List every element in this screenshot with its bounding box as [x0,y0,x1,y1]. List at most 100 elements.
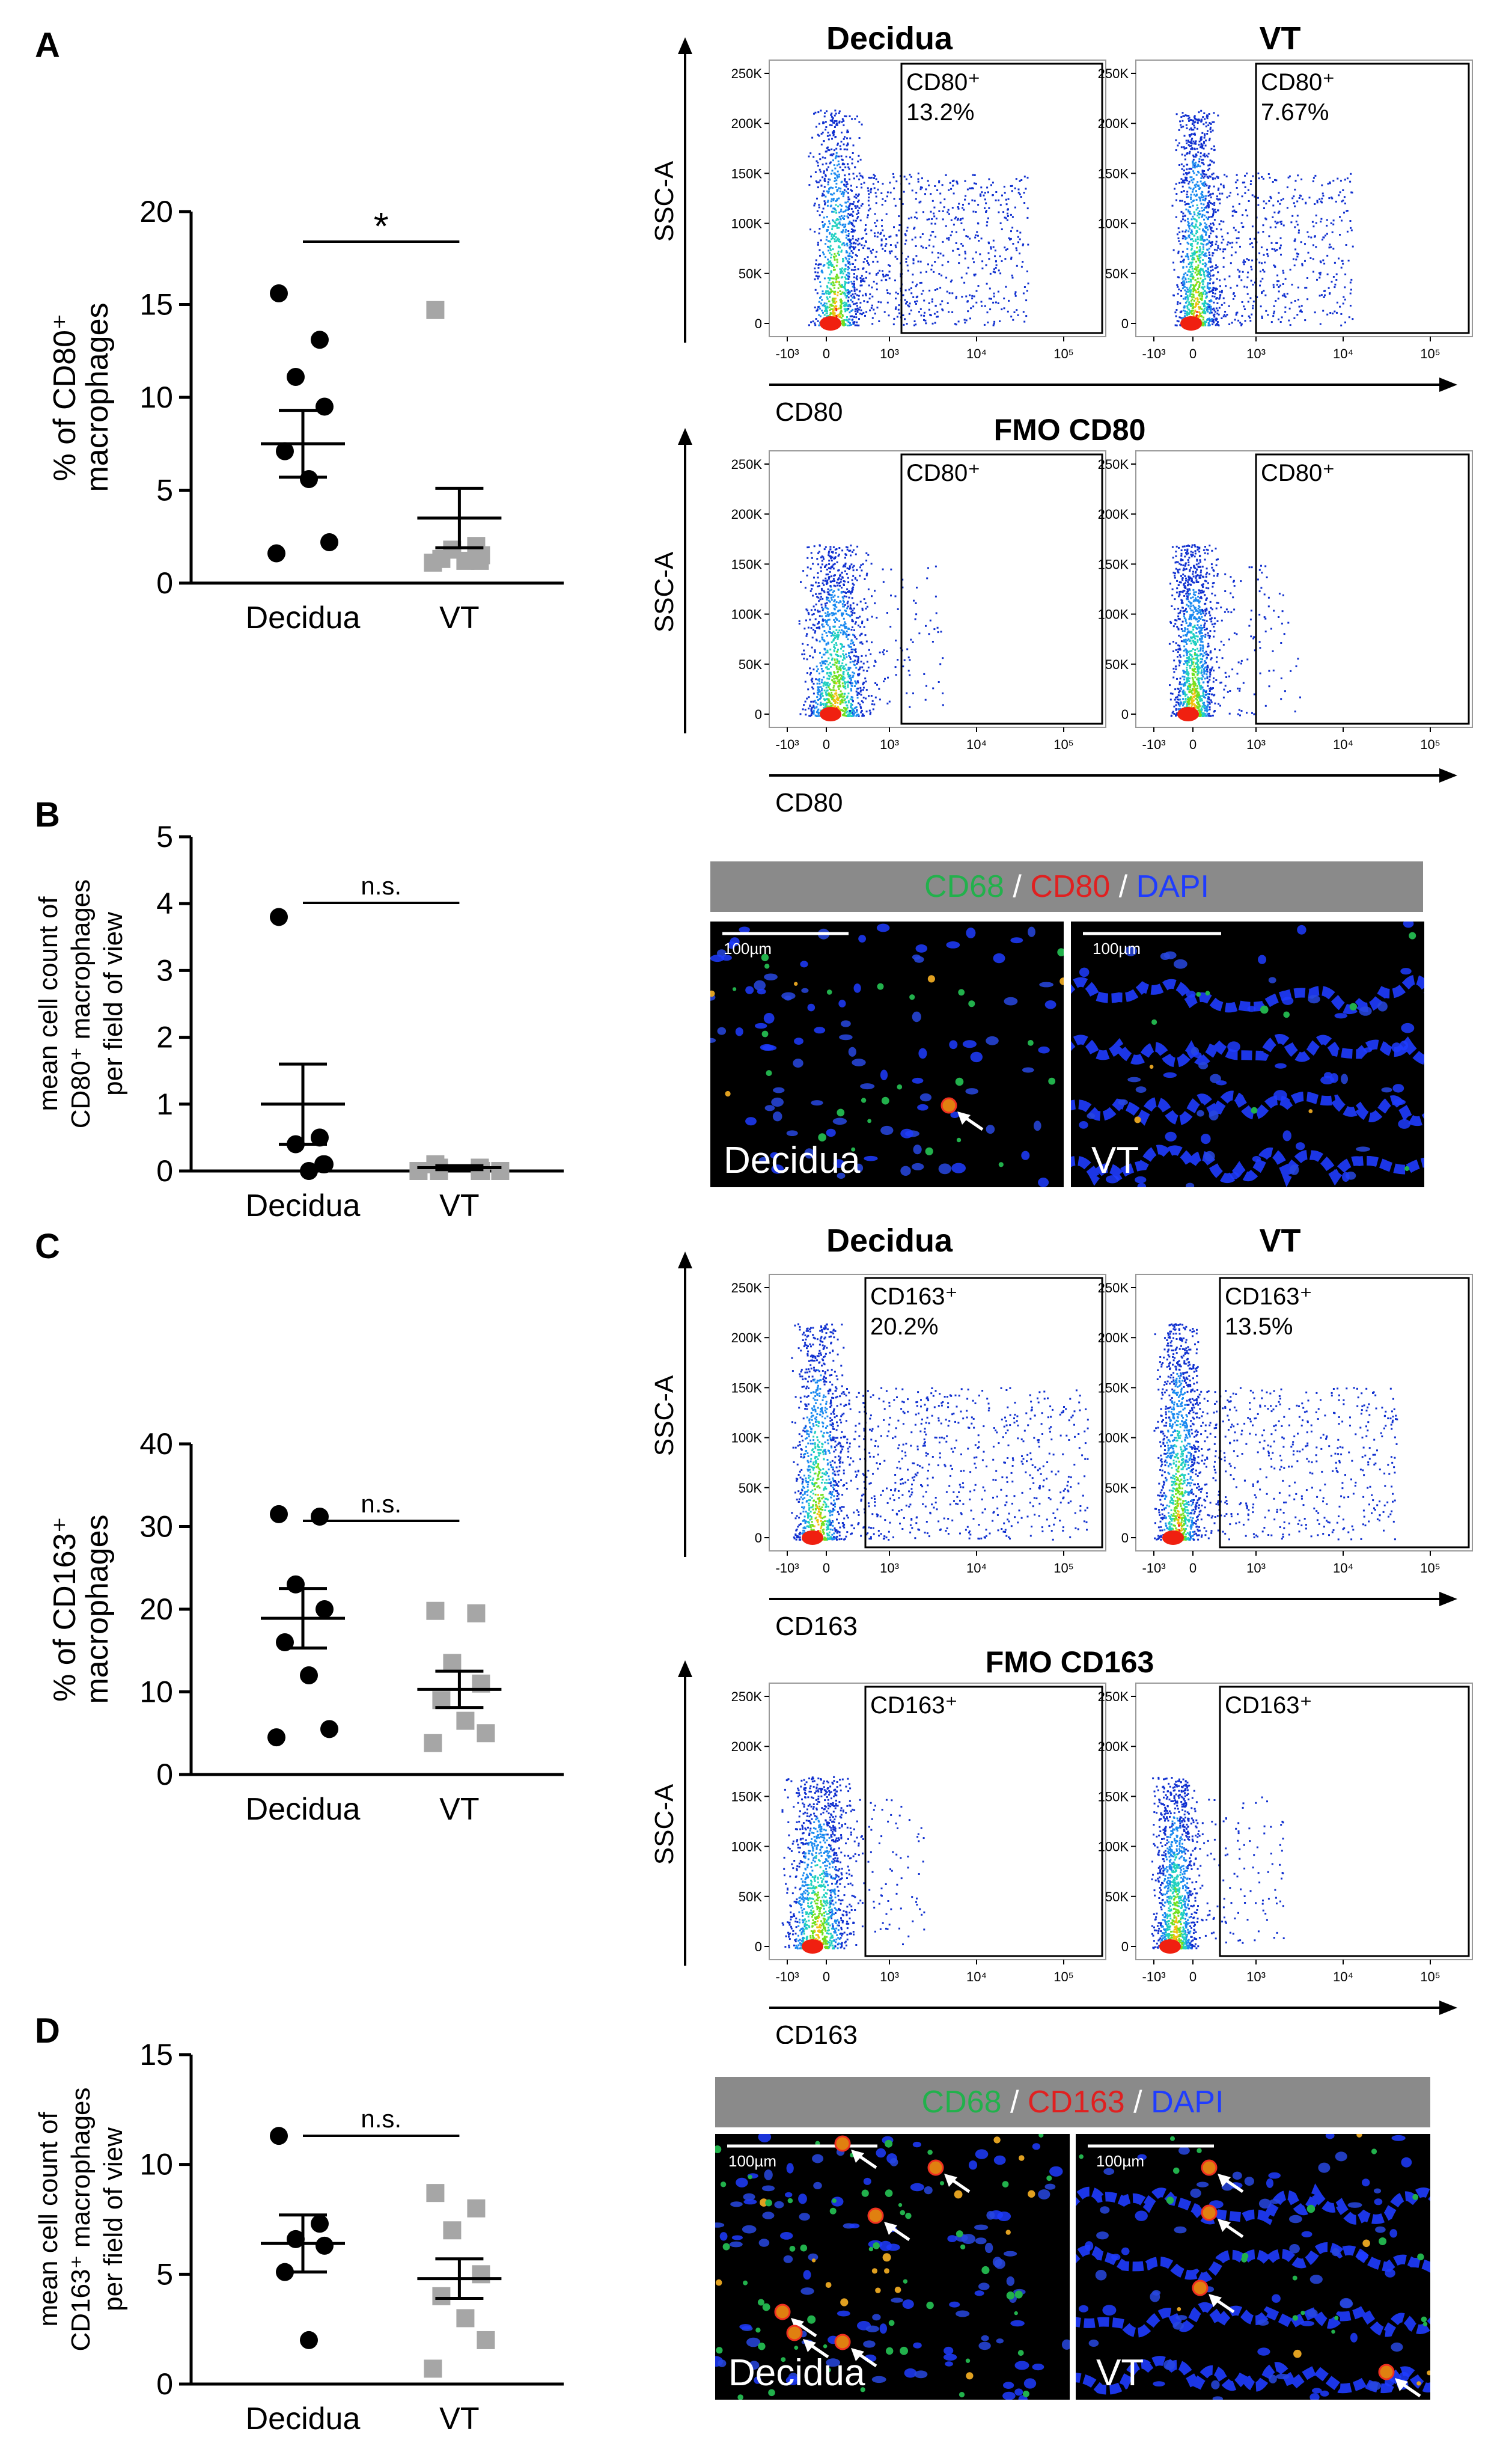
dot [1184,158,1186,160]
dot [841,699,844,702]
dot [831,641,833,644]
dot [896,316,898,318]
dot [986,210,987,212]
dot [876,219,879,222]
dot [1192,257,1195,259]
dot [1209,126,1212,129]
dot [917,180,919,183]
dot [881,225,883,227]
dot [1344,274,1347,275]
dot [846,613,848,615]
dot [1014,206,1016,209]
dot [1200,235,1202,237]
data-point [432,2287,451,2305]
dot [828,702,830,703]
dot [844,225,846,228]
dot [1210,305,1212,308]
dot [805,635,808,637]
dot [842,671,844,673]
dot [855,239,857,241]
dot [844,631,846,634]
dot [847,644,850,647]
dot [840,218,842,220]
dot [844,698,846,700]
dot [1016,309,1018,311]
dot [832,277,835,280]
dot [839,573,841,576]
dot [829,662,831,664]
dot [838,666,841,668]
dot [855,682,858,685]
dot [873,665,876,667]
dot [839,703,841,705]
dot [1197,242,1199,244]
dot [829,628,831,630]
dot [870,653,872,655]
dot [1193,121,1195,124]
dot [847,673,849,676]
dot [852,569,855,572]
dot [841,118,844,120]
dot [1293,239,1296,242]
dot [831,657,834,659]
dot [1209,201,1211,204]
dot [1286,293,1288,295]
dot [826,668,829,670]
dot [826,591,829,593]
dot [849,291,851,293]
dot [844,271,846,273]
dot [1275,179,1278,182]
dot [1217,176,1219,179]
dot [1209,601,1212,603]
dot [828,293,830,295]
dot [861,609,864,611]
dot [1175,315,1177,317]
dot [832,546,835,548]
dot [823,660,825,662]
dot [906,227,909,229]
dot [868,193,870,195]
dot [1225,176,1228,178]
dot [828,643,829,645]
dot [821,271,823,273]
dot [1215,317,1218,320]
dot [856,711,858,713]
dot [806,546,809,549]
dot [815,604,817,606]
dot [879,269,881,272]
dot [847,321,850,323]
dot [829,205,832,207]
dot [1181,237,1184,240]
dot [817,181,820,183]
dot [1208,304,1210,306]
dot [826,236,828,238]
dot [1219,296,1221,299]
dot [847,576,849,579]
dot [1201,281,1203,283]
dot [1319,272,1322,274]
dot [1212,208,1214,210]
dot [972,305,975,308]
dot [1014,187,1016,189]
dot [840,643,843,646]
dot [964,198,966,201]
dot [834,167,837,170]
dot [854,636,856,638]
dot [1005,203,1008,206]
dot [1201,210,1204,212]
dot [815,318,817,320]
dot [847,680,849,683]
dot [855,715,858,717]
dot [853,290,856,292]
dot [840,578,843,581]
dot [822,662,824,665]
dot [866,618,868,620]
dot [811,136,814,139]
dot [995,199,997,201]
dot [905,239,907,242]
data-point [311,2215,329,2233]
dot [848,568,850,570]
dot [861,176,864,178]
dot [1001,228,1003,230]
dot [915,212,918,213]
